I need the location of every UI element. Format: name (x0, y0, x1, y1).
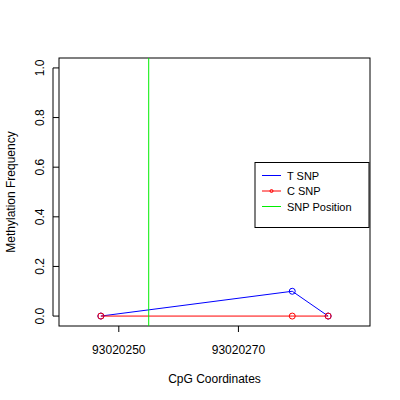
y-tick-label: 0.2 (33, 258, 47, 275)
y-axis (53, 68, 54, 316)
x-tick (118, 326, 119, 332)
series-point (289, 313, 295, 319)
y-tick-label: 0.4 (33, 208, 47, 225)
x-tick-label: 93020250 (92, 343, 146, 357)
y-tick (53, 316, 59, 317)
legend-label: T SNP (287, 170, 319, 182)
snp-position-line (148, 58, 149, 326)
x-tick-label: 93020270 (212, 343, 266, 357)
legend-box (255, 163, 369, 228)
legend-marker (270, 190, 273, 193)
chart: 0.0 0.2 0.4 0.6 0.8 1.0 93020250 93020270 CpG Co… (0, 0, 400, 400)
y-tick-label: 0.6 (33, 159, 47, 176)
y-tick (53, 266, 59, 267)
y-tick (53, 117, 59, 118)
series-line (101, 291, 328, 316)
y-tick-label: 1.0 (33, 59, 47, 76)
series-point (289, 288, 295, 294)
series-point (98, 313, 104, 319)
legend-label: SNP Position (287, 201, 352, 213)
legend: T SNP C SNP SNP Position (255, 163, 369, 228)
legend-swatch (262, 191, 281, 192)
series-point (98, 313, 104, 319)
legend-label: C SNP (287, 185, 321, 197)
y-tick-label: 0.0 (33, 307, 47, 324)
plot-frame (59, 58, 370, 326)
legend-swatch (262, 175, 281, 176)
chart-svg: 0.0 0.2 0.4 0.6 0.8 1.0 93020250 93020270 CpG Co… (0, 0, 400, 400)
plot-area (98, 58, 331, 326)
y-tick (53, 67, 59, 68)
y-tick-label: 0.8 (33, 109, 47, 126)
series-point (325, 313, 331, 319)
series-point (325, 313, 331, 319)
y-axis-label: Methylation Frequency (4, 131, 18, 252)
y-tick (53, 216, 59, 217)
y-tick (53, 167, 59, 168)
x-tick (238, 326, 239, 332)
legend-swatch (262, 206, 281, 207)
x-axis-label: CpG Coordinates (168, 372, 261, 386)
series-line (101, 316, 328, 317)
